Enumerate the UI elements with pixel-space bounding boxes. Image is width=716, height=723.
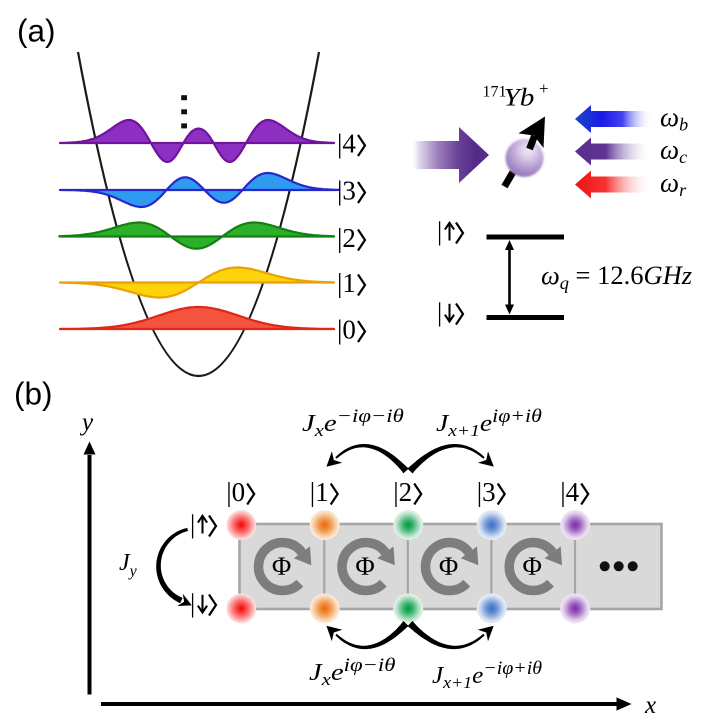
svg-text:+: + <box>539 79 549 98</box>
svg-text:|4: |4 <box>560 477 579 507</box>
svg-text:(b): (b) <box>14 376 53 412</box>
svg-text:Jx+1eiφ+iθ: Jx+1eiφ+iθ <box>436 406 542 439</box>
svg-text:|2: |2 <box>337 223 356 253</box>
svg-text:|: | <box>190 589 195 618</box>
svg-text:Yb: Yb <box>504 83 535 111</box>
svg-text:171: 171 <box>483 84 507 101</box>
svg-text:(a): (a) <box>17 13 56 49</box>
svg-text:y: y <box>79 409 94 436</box>
svg-text:Jx+1e−iφ+iθ: Jx+1e−iφ+iθ <box>432 658 543 692</box>
svg-text:|1: |1 <box>337 268 356 298</box>
svg-text:Φ: Φ <box>523 551 542 581</box>
svg-text:|0: |0 <box>226 477 245 507</box>
svg-text:|: | <box>437 298 442 327</box>
svg-text:|1: |1 <box>310 477 329 507</box>
svg-text:Φ: Φ <box>355 551 374 581</box>
svg-text:x: x <box>644 692 656 719</box>
svg-text:Φ: Φ <box>272 551 291 581</box>
svg-text:|3: |3 <box>477 477 496 507</box>
svg-text:|0: |0 <box>337 315 356 345</box>
svg-text:|3: |3 <box>337 176 356 206</box>
svg-text:|4: |4 <box>337 129 356 159</box>
svg-text:|2: |2 <box>393 477 412 507</box>
svg-text:|: | <box>437 217 442 246</box>
svg-text:|: | <box>190 510 195 539</box>
svg-text:Φ: Φ <box>439 551 458 581</box>
